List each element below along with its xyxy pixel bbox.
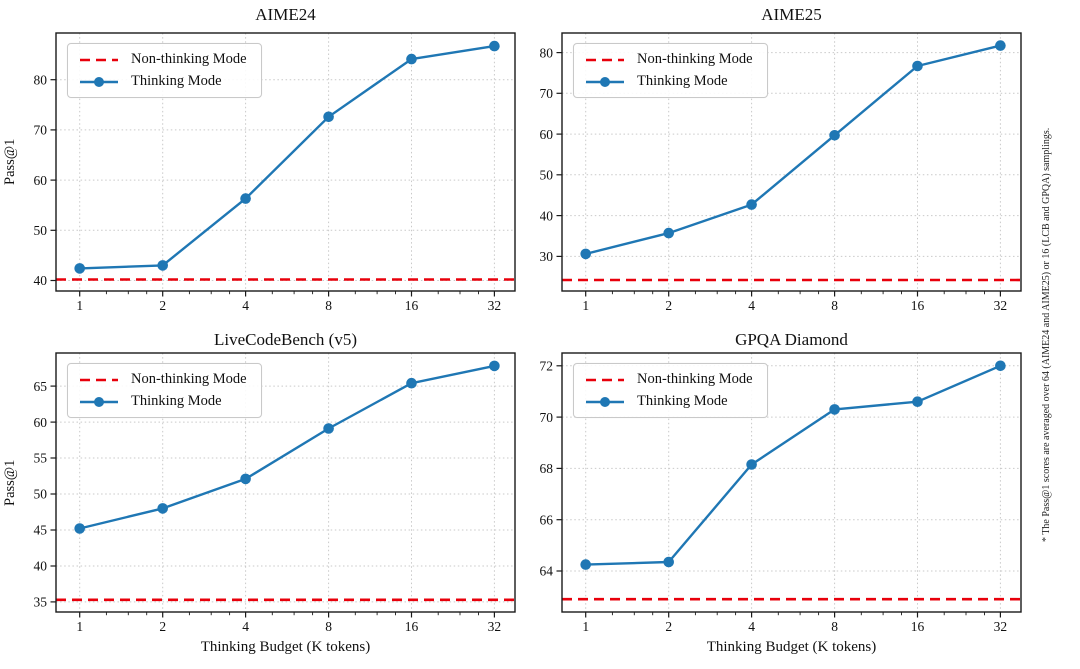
legend-row-thinking: Thinking Mode — [584, 73, 753, 90]
chart-panel-livecodebench: LiveCodeBench (v5) 1 2 4 8 16 32 35 40 45 50 55 60 6… — [0, 330, 540, 669]
y-axis-label: Pass@1 — [2, 459, 18, 506]
svg-text:32: 32 — [488, 298, 502, 313]
svg-text:4: 4 — [748, 619, 755, 634]
dashed-line-icon — [586, 378, 624, 381]
svg-text:70: 70 — [540, 86, 553, 101]
svg-text:40: 40 — [540, 208, 553, 223]
svg-text:8: 8 — [831, 298, 838, 313]
svg-text:80: 80 — [34, 72, 48, 87]
dashed-line-icon — [80, 378, 118, 381]
svg-text:60: 60 — [540, 127, 553, 142]
svg-text:2: 2 — [159, 298, 166, 313]
plot-area: 1 2 4 8 16 32 40 50 60 70 80 — [34, 32, 516, 313]
svg-text:65: 65 — [34, 379, 48, 394]
dashed-line-icon — [586, 58, 624, 61]
legend-row-non-thinking: Non-thinking Mode — [584, 51, 753, 68]
svg-text:60: 60 — [34, 173, 48, 188]
legend-label: Thinking Mode — [637, 393, 728, 409]
x-axis-label: Thinking Budget (K tokens) — [200, 639, 371, 655]
x-axis-label: Thinking Budget (K tokens) — [706, 639, 877, 655]
legend-label: Non-thinking Mode — [637, 51, 753, 67]
legend-label: Thinking Mode — [637, 73, 728, 89]
svg-text:1: 1 — [582, 298, 589, 313]
plot-area: 1 2 4 8 16 32 64 66 68 70 72 — [540, 352, 1022, 634]
legend-label: Non-thinking Mode — [131, 51, 247, 67]
legend-row-thinking: Thinking Mode — [78, 73, 247, 90]
plot-area: 1 2 4 8 16 32 35 40 45 50 55 60 65 — [34, 352, 516, 634]
svg-text:40: 40 — [34, 273, 48, 288]
svg-text:4: 4 — [748, 298, 755, 313]
legend-label: Thinking Mode — [131, 73, 222, 89]
svg-text:50: 50 — [34, 487, 48, 502]
svg-text:1: 1 — [76, 298, 83, 313]
svg-text:4: 4 — [242, 298, 249, 313]
line-marker-icon — [586, 76, 624, 87]
svg-text:70: 70 — [34, 123, 48, 138]
legend: Non-thinking Mode Thinking Mode — [67, 43, 262, 98]
svg-text:45: 45 — [34, 523, 48, 538]
svg-text:70: 70 — [540, 410, 553, 425]
svg-text:30: 30 — [540, 249, 553, 264]
svg-text:16: 16 — [911, 298, 925, 313]
chart-title: GPQA Diamond — [735, 330, 848, 349]
svg-text:32: 32 — [994, 619, 1008, 634]
svg-text:8: 8 — [325, 298, 332, 313]
svg-text:1: 1 — [582, 619, 589, 634]
line-marker-icon — [586, 396, 624, 407]
svg-text:16: 16 — [405, 298, 419, 313]
legend-row-thinking: Thinking Mode — [584, 393, 753, 410]
svg-text:68: 68 — [540, 461, 553, 476]
svg-text:80: 80 — [540, 45, 553, 60]
svg-text:72: 72 — [540, 359, 553, 374]
legend-row-non-thinking: Non-thinking Mode — [584, 371, 753, 388]
svg-text:35: 35 — [34, 595, 48, 610]
chart-panel-aime25: AIME25 1 2 4 8 16 32 30 40 50 60 70 80 Non-thinking… — [540, 0, 1080, 330]
svg-text:4: 4 — [242, 619, 249, 634]
footnote-samplings: * The Pass@1 scores are averaged over 64… — [1041, 127, 1052, 542]
y-axis-label: Pass@1 — [2, 138, 18, 186]
legend-label: Non-thinking Mode — [131, 371, 247, 387]
legend-row-thinking: Thinking Mode — [78, 393, 247, 410]
dashed-line-icon — [80, 58, 118, 61]
legend: Non-thinking Mode Thinking Mode — [573, 43, 768, 98]
line-marker-icon — [80, 396, 118, 407]
legend: Non-thinking Mode Thinking Mode — [573, 363, 768, 418]
svg-text:8: 8 — [325, 619, 332, 634]
svg-text:66: 66 — [540, 512, 553, 527]
legend-label: Thinking Mode — [131, 393, 222, 409]
svg-text:60: 60 — [34, 415, 48, 430]
svg-text:50: 50 — [34, 223, 48, 238]
svg-text:16: 16 — [911, 619, 925, 634]
legend-row-non-thinking: Non-thinking Mode — [78, 51, 247, 68]
svg-text:50: 50 — [540, 168, 553, 183]
chart-panel-gpqa: GPQA Diamond 1 2 4 8 16 32 64 66 68 70 72 Thinking… — [540, 330, 1080, 669]
svg-text:16: 16 — [405, 619, 419, 634]
svg-text:2: 2 — [665, 298, 672, 313]
svg-text:32: 32 — [488, 619, 502, 634]
svg-text:8: 8 — [831, 619, 838, 634]
chart-title: AIME25 — [761, 5, 822, 24]
line-marker-icon — [80, 76, 118, 87]
svg-text:2: 2 — [665, 619, 672, 634]
legend-label: Non-thinking Mode — [637, 371, 753, 387]
svg-text:2: 2 — [159, 619, 166, 634]
svg-text:32: 32 — [994, 298, 1008, 313]
svg-text:1: 1 — [76, 619, 83, 634]
chart-title: LiveCodeBench (v5) — [213, 330, 358, 349]
chart-title: AIME24 — [255, 5, 316, 24]
legend-row-non-thinking: Non-thinking Mode — [78, 371, 247, 388]
svg-text:40: 40 — [34, 559, 48, 574]
svg-text:55: 55 — [34, 451, 48, 466]
legend: Non-thinking Mode Thinking Mode — [67, 363, 262, 418]
svg-text:64: 64 — [540, 564, 553, 579]
chart-panel-aime24: AIME24 1 2 4 8 16 32 40 50 60 70 80 Pass@1 Non-thi… — [0, 0, 540, 330]
plot-area: 1 2 4 8 16 32 30 40 50 60 70 80 — [540, 32, 1022, 313]
